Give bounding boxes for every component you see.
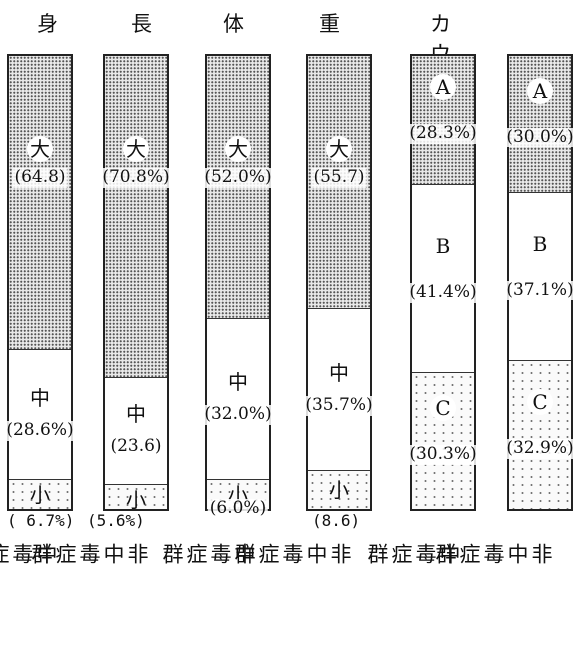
bar-0-segment-0: 大 (64.8) (9, 56, 71, 350)
bar-4-segment-0: A (28.3%) (407, 56, 479, 185)
bar-2-category-0: 大 (225, 136, 251, 162)
bar-1-segment-0: 大 (70.8%) (100, 56, 172, 377)
group-label-3: 非中毒症群 (232, 543, 352, 564)
bar-4-segment-1: B (41.4%) (407, 184, 479, 372)
bar-2-value-label-1: (32.0%) (202, 404, 274, 425)
bar-1-value-label-2: (5.6%) (87, 511, 145, 530)
bar-1-category-2: 小 (126, 487, 146, 512)
group-label-1: 非中毒症群 (29, 543, 149, 564)
bar-2: 大 (52.0%) 中 (32.0%) 小 (6.0%) (202, 54, 274, 519)
bar-5-category-0: A (527, 77, 553, 104)
bar-5-category-1: B (532, 231, 548, 256)
bar-3-value-label-0: (55.7) (311, 167, 367, 188)
bar-3-segment-0: 大 (55.7) (308, 56, 370, 309)
bar-5-category-2: C (527, 389, 553, 416)
bar-0: 大 (64.8) 中 (28.6%) 小 (4, 54, 76, 511)
bar-4-value-label-1: (41.4%) (407, 281, 479, 303)
bar-5-segment-1: B (37.1%) (504, 191, 576, 360)
header-2: 体 (223, 12, 244, 36)
bar-0-value-label-1: (28.6%) (4, 419, 76, 441)
bar-0-segment-1: 中 (28.6%) (4, 349, 76, 479)
bar-4: A (28.3%) B (41.4%) C (30.3%) (407, 54, 479, 511)
header-3: 重 (319, 12, 340, 36)
bar-1-segment-2: 小 (105, 483, 167, 512)
bar-4-category-2: C (430, 395, 456, 422)
bar-0-value-label-0: (64.8) (12, 167, 68, 188)
bar-3-segment-2: 小 (308, 470, 370, 509)
header-1: 長 (131, 12, 152, 36)
bar-4-category-1: B (435, 233, 451, 258)
bar-1-value-label-1: (23.6) (108, 436, 164, 457)
bar-4-category-0: A (430, 74, 456, 101)
group-label-5: 非中毒症群 (433, 543, 553, 564)
bar-4-value-label-2: (30.3%) (407, 444, 479, 465)
bar-2-value-label-0: (52.0%) (202, 167, 274, 188)
bar-4-value-label-0: (28.3%) (407, 123, 479, 144)
bar-5-value-label-1: (37.1%) (504, 279, 576, 301)
header-0: 身 (37, 12, 58, 36)
bar-5: A (30.0%) B (37.1%) C (32.9%) (504, 54, 576, 511)
bar-5-value-label-0: (30.0%) (504, 126, 576, 148)
bar-2-segment-1: 中 (32.0%) (202, 317, 274, 479)
bar-4-segment-2: C (30.3%) (407, 371, 479, 509)
bar-0-value-label-2: ( 6.7%) (7, 511, 75, 530)
group-label-4: 中毒症群 (365, 543, 461, 564)
bar-1-category-0: 大 (123, 136, 149, 162)
bar-0-category-0: 大 (27, 136, 53, 162)
bar-3-segment-1: 中 (35.7%) (303, 308, 375, 471)
bar-2-value-label-2: (6.0%) (207, 497, 269, 519)
bar-0-category-2: 小 (30, 482, 50, 507)
bar-1-value-label-0: (70.8%) (100, 167, 172, 188)
group-label-2: 中毒症群 (160, 543, 256, 564)
bar-5-value-label-2: (32.9%) (504, 438, 576, 460)
bar-1-segment-1: 中 (23.6) (105, 376, 167, 484)
bar-2-segment-0: 大 (52.0%) (202, 56, 274, 318)
bar-2-segment-2: 小 (6.0%) (207, 478, 269, 519)
bar-3: 大 (55.7) 中 (35.7%) 小 (303, 54, 375, 511)
bar-1-category-1: 中 (126, 402, 146, 427)
bar-1: 大 (70.8%) 中 (23.6) 小 (100, 54, 172, 512)
bar-0-category-1: 中 (30, 385, 50, 410)
bar-3-category-1: 中 (329, 361, 349, 386)
bar-3-category-2: 小 (329, 477, 349, 502)
bar-3-value-label-1: (35.7%) (303, 395, 375, 416)
bar-3-category-0: 大 (326, 136, 352, 162)
bar-0-segment-2: 小 (9, 478, 71, 509)
bar-5-segment-2: C (32.9%) (504, 359, 576, 509)
bar-2-category-1: 中 (228, 370, 248, 395)
bar-3-value-label-2: (8.6) (312, 511, 361, 530)
group-label-0: 中毒症群 (0, 543, 58, 564)
bar-5-segment-0: A (30.0%) (504, 56, 576, 192)
